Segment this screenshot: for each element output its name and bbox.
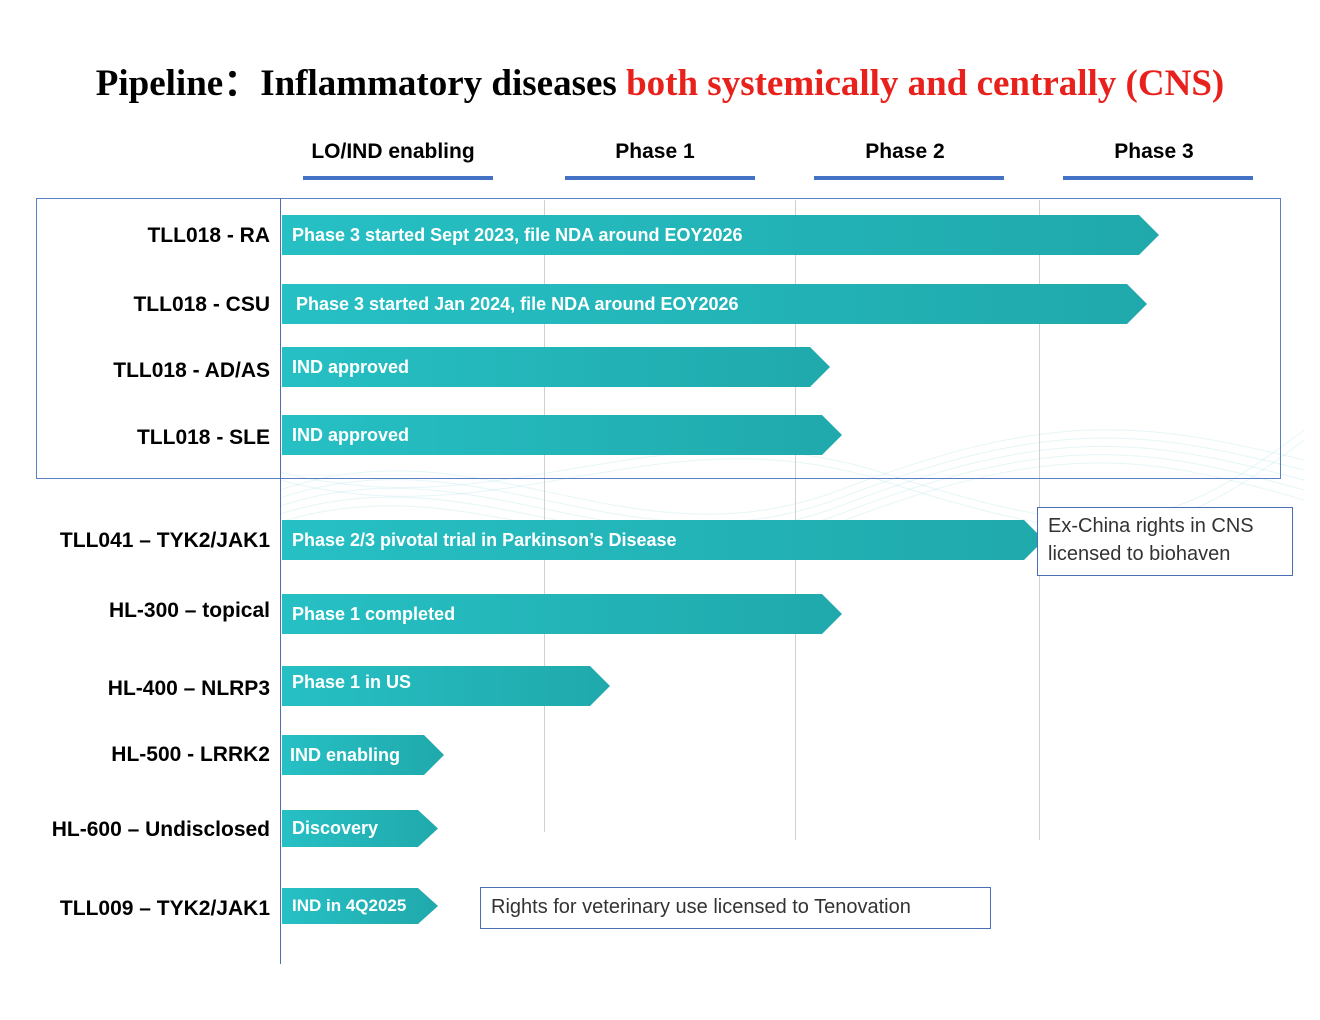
note-veterinary-rights: Rights for veterinary use licensed to Te… <box>480 887 991 929</box>
row-label-tll018-csu: TLL018 - CSU <box>133 293 270 316</box>
title-highlight: both systemically and centrally (CNS) <box>626 63 1225 104</box>
row-label-tll018-ad-as: TLL018 - AD/AS <box>113 359 270 382</box>
row-label-tll018-sle: TLL018 - SLE <box>136 426 270 449</box>
stage-bar-hl-500: IND enabling <box>282 735 444 775</box>
phase-underline <box>1063 176 1253 180</box>
stage-bar-tll018-sle: IND approved <box>282 415 842 455</box>
stage-bar-tll041: Phase 2/3 pivotal trial in Parkinson’s D… <box>282 520 1044 560</box>
title-main: Pipeline：Inflammatory diseases <box>95 63 627 104</box>
page-title: Pipeline：Inflammatory diseases both syst… <box>0 52 1320 106</box>
phase-header-lo-ind: LO/IND enabling <box>311 140 475 163</box>
stage-bar-text: Phase 1 completed <box>292 603 456 624</box>
stage-bar-hl-600: Discovery <box>282 810 438 847</box>
stage-bar-text: Phase 1 in US <box>292 672 412 692</box>
stage-bar-text: Phase 2/3 pivotal trial in Parkinson’s D… <box>292 529 677 550</box>
tll018-group-box <box>36 198 1281 479</box>
row-label-hl-500: HL-500 - LRRK2 <box>111 743 270 766</box>
stage-bar-text: IND in 4Q2025 <box>292 896 407 915</box>
stage-bar-text: Discovery <box>292 818 379 838</box>
phase-header-phase3: Phase 3 <box>1114 140 1194 163</box>
phase-underline <box>303 176 493 180</box>
stage-bar-tll018-ra: Phase 3 started Sept 2023, file NDA arou… <box>282 215 1159 255</box>
row-label-tll009: TLL009 – TYK2/JAK1 <box>59 897 270 920</box>
row-label-tll018-ra: TLL018 - RA <box>147 224 270 247</box>
stage-bar-tll018-csu: Phase 3 started Jan 2024, file NDA aroun… <box>282 284 1147 324</box>
row-label-hl-600: HL-600 – Undisclosed <box>51 818 270 841</box>
stage-bar-tll018-ad-as: IND approved <box>282 347 830 387</box>
gridline <box>544 200 545 832</box>
stage-bar-text: IND approved <box>292 424 410 445</box>
stage-bar-text: IND approved <box>292 356 410 377</box>
stage-bar-text: IND enabling <box>290 744 401 765</box>
stage-bar-text: Phase 3 started Jan 2024, file NDA aroun… <box>296 293 739 314</box>
note-exchina-rights: Ex-China rights in CNS licensed to bioha… <box>1037 507 1293 576</box>
phase-header-phase2: Phase 2 <box>865 140 945 163</box>
stage-bar-hl-300: Phase 1 completed <box>282 594 842 634</box>
phase-underline <box>565 176 755 180</box>
phase-header-phase1: Phase 1 <box>615 140 695 163</box>
phase-underline <box>814 176 1004 180</box>
row-label-hl-400: HL-400 – NLRP3 <box>107 677 270 700</box>
stage-axis-line <box>280 198 281 964</box>
row-label-hl-300: HL-300 – topical <box>108 599 270 622</box>
stage-bar-text: Phase 3 started Sept 2023, file NDA arou… <box>292 224 743 245</box>
row-label-tll041: TLL041 – TYK2/JAK1 <box>59 529 270 552</box>
stage-bar-tll009: IND in 4Q2025 <box>282 888 438 924</box>
stage-bar-hl-400: Phase 1 in US <box>282 666 610 706</box>
